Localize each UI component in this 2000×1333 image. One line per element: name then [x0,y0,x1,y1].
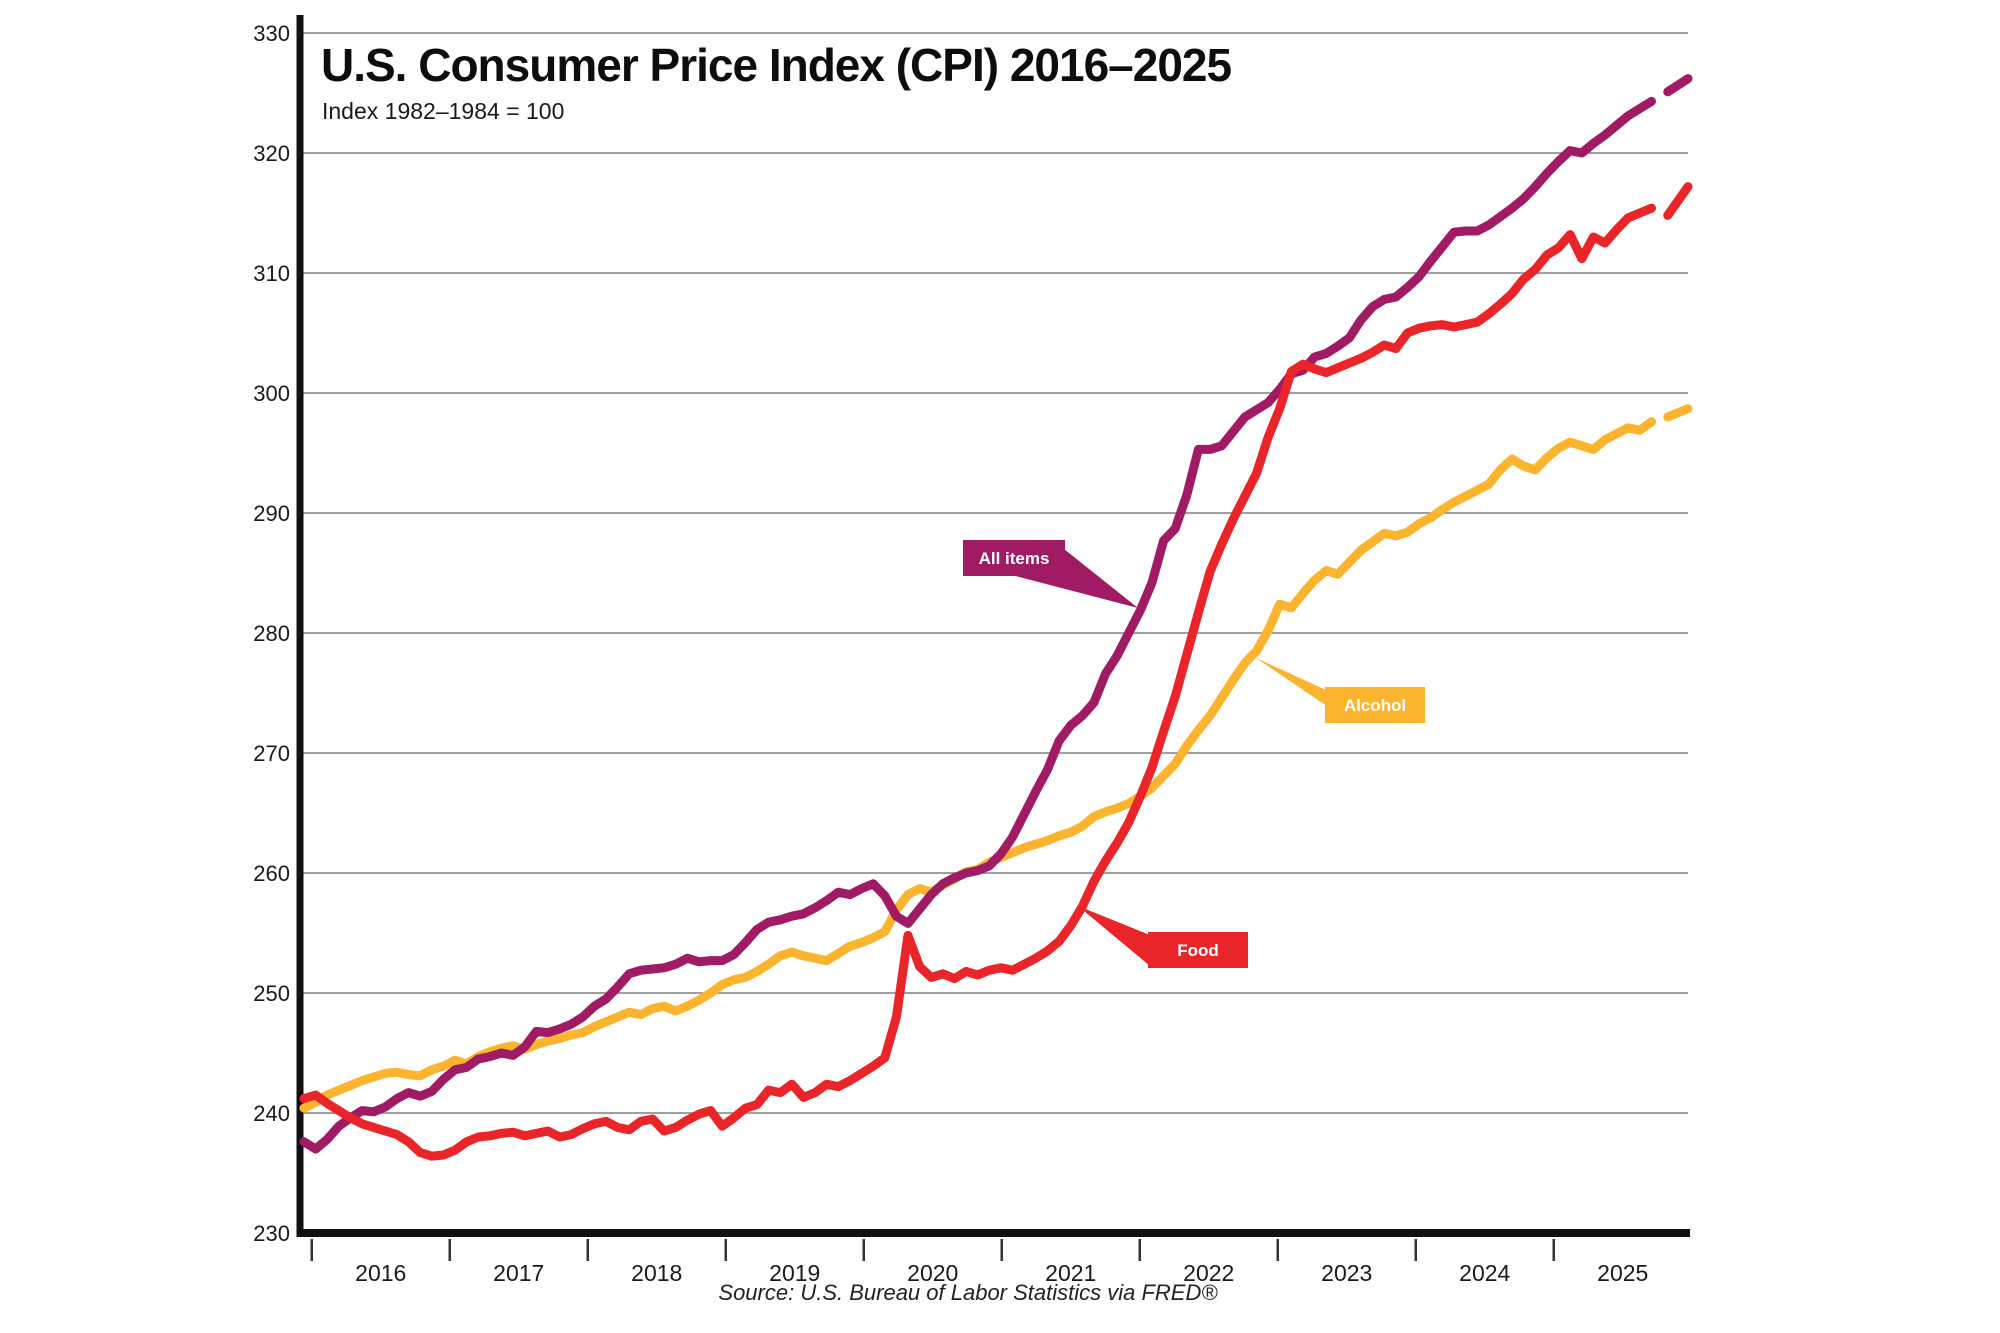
callout-box-all-items [963,540,1065,576]
x-axis-year-label-2021: 2021 [1045,1260,1096,1286]
x-axis-year-label-2022: 2022 [1183,1260,1234,1286]
series-lines [299,74,1693,1161]
callout-alcohol: Alcohol [1256,658,1425,723]
series-dash-tail-alcohol [1663,404,1693,422]
y-axis-labels: 230 240 250 260 270 280 290 300 310 320 330 [253,21,290,1246]
callout-pointer-food [1078,906,1150,966]
chart-subtitle: Index 1982–1984 = 100 [322,98,564,124]
x-axis-year-label-2020: 2020 [907,1260,958,1286]
callout-box-food [1148,932,1248,968]
x-axis-year-label-2023: 2023 [1321,1260,1372,1286]
y-axis-label-300: 300 [253,381,290,406]
y-axis-label-320: 320 [253,141,290,166]
y-axis-label-270: 270 [253,741,290,766]
x-axis-ticks [310,1239,1555,1261]
x-axis-year-labels: 2016 2017 2018 2019 2020 2021 2022 2023 2024 2025 [355,1260,1648,1286]
gridlines [302,32,1688,1114]
y-axis-label-290: 290 [253,501,290,526]
y-axis-label-240: 240 [253,1101,290,1126]
callout-box-alcohol [1325,687,1425,723]
source-note: Source: U.S. Bureau of Labor Statistics … [718,1280,1218,1305]
series-callouts: All items Alcohol Food [963,540,1425,968]
callout-food: Food [1078,906,1248,968]
y-axis-label-260: 260 [253,861,290,886]
x-axis-year-label-2019: 2019 [769,1260,820,1286]
callout-label-food: Food [1177,941,1219,960]
y-axis-label-310: 310 [253,261,290,286]
series-line-all-items [299,96,1656,1154]
series-dash-tail-all-items [1663,74,1693,97]
x-axis-year-label-2018: 2018 [631,1260,682,1286]
callout-all-items: All items [963,540,1138,608]
x-axis-year-label-2016: 2016 [355,1260,406,1286]
x-axis-year-label-2024: 2024 [1459,1260,1510,1286]
series-line-food [299,203,1656,1161]
callout-label-alcohol: Alcohol [1344,696,1406,715]
y-axis-label-250: 250 [253,981,290,1006]
x-axis-year-label-2017: 2017 [493,1260,544,1286]
y-axis-label-280: 280 [253,621,290,646]
y-axis-label-230: 230 [253,1221,290,1246]
y-axis-label-330: 330 [253,21,290,46]
x-axis-year-label-2025: 2025 [1597,1260,1648,1286]
chart-title: U.S. Consumer Price Index (CPI) 2016–202… [321,39,1232,91]
callout-label-all-items: All items [979,549,1050,568]
series-dash-tail-food [1663,182,1693,220]
